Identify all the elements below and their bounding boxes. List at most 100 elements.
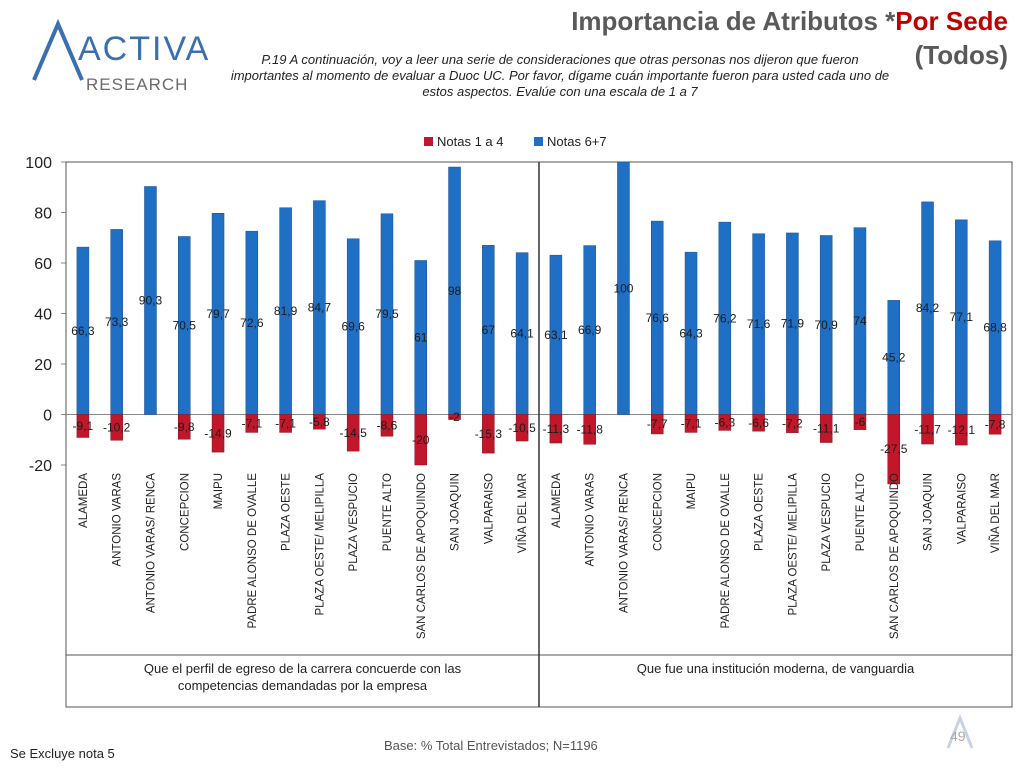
category-label: ANTONIO VARAS/ RENCA	[145, 473, 157, 613]
bar-notas-1-4	[955, 414, 968, 446]
logo-text-bottom: RESEARCH	[86, 75, 188, 94]
page-number: 49	[950, 728, 966, 744]
data-label-notas-6-7: 73,3	[105, 315, 129, 329]
data-label-notas-1-4: -11,8	[576, 422, 603, 436]
data-label-notas-6-7: 84,2	[916, 301, 940, 315]
bar-notas-6-7	[617, 161, 630, 415]
data-label-notas-6-7: 70,9	[814, 318, 838, 332]
bar-notas-1-4	[313, 414, 326, 430]
category-label: VALPARAISO	[956, 473, 968, 544]
data-label-notas-6-7: 68,8	[983, 321, 1007, 335]
bar-notas-1-4	[718, 414, 732, 431]
bar-notas-1-4	[110, 414, 123, 441]
category-label: PUENTE ALTO	[382, 473, 394, 551]
data-label-notas-1-4: -11,3	[543, 422, 570, 436]
data-label-notas-6-7: 76,2	[713, 311, 737, 325]
bar-notas-1-4	[752, 414, 765, 432]
data-label-notas-1-4: -7,8	[985, 417, 1006, 431]
legend-label-pos: Notas 6+7	[547, 134, 607, 149]
data-label-notas-1-4: -5,8	[309, 415, 330, 429]
data-label-notas-6-7: 72,6	[240, 316, 264, 330]
page-subtitle: (Todos)	[914, 40, 1008, 70]
bar-notas-1-4	[819, 414, 833, 443]
bar-notas-1-4	[279, 414, 292, 433]
category-label: ALAMEDA	[78, 473, 90, 528]
data-label-notas-6-7: 69,6	[341, 320, 365, 334]
group-label: competencias demandadas por la empresa	[178, 678, 428, 693]
y-tick-label: 20	[34, 357, 52, 374]
category-label: PLAZA OESTE/ MELIPILLA	[314, 473, 326, 616]
data-label-notas-1-4: -6,6	[748, 416, 769, 430]
data-label-notas-1-4: -7,7	[647, 417, 668, 431]
bar-notas-1-4	[988, 414, 1002, 435]
category-label: ANTONIO VARAS	[112, 473, 124, 567]
bar-notas-1-4	[76, 414, 90, 438]
footer-logo	[946, 714, 974, 749]
data-label-notas-1-4: -7,1	[241, 416, 262, 430]
bar-notas-1-4	[786, 414, 799, 433]
category-label: SAN JOAQUIN	[923, 473, 935, 551]
legend-label-neg: Notas 1 a 4	[437, 134, 504, 149]
category-label: PLAZA OESTE/ MELIPILLA	[787, 473, 799, 616]
category-label: MAIPU	[213, 473, 225, 509]
data-label-notas-1-4: -11,1	[813, 422, 840, 436]
category-label: VIÑA DEL MAR	[516, 473, 529, 553]
category-label: SAN CARLOS DE APOQUINDO	[416, 473, 428, 639]
bar-notas-1-4	[245, 414, 259, 433]
title-accent: Por Sede	[895, 6, 1008, 36]
data-label-notas-6-7: 66,9	[578, 323, 602, 337]
legend-swatch-pos	[534, 137, 543, 146]
category-label: VALPARAISO	[483, 473, 495, 544]
data-label-notas-1-4: -9,8	[174, 420, 195, 434]
bar-notas-1-4	[515, 414, 529, 442]
bar-notas-1-4	[921, 414, 934, 445]
data-label-notas-6-7: 70,5	[173, 318, 197, 332]
category-label: CONCEPCION	[179, 473, 191, 551]
data-label-notas-1-4: -6,3	[714, 415, 735, 429]
category-label: VIÑA DEL MAR	[989, 473, 1002, 553]
data-label-notas-6-7: 79,7	[206, 307, 230, 321]
data-label-notas-6-7: 67	[482, 323, 496, 337]
category-label: MAIPU	[686, 473, 698, 509]
category-label: PLAZA OESTE	[281, 473, 293, 551]
data-label-notas-1-4: -7,1	[275, 416, 296, 430]
group-label: Que el perfil de egreso de la carrera co…	[144, 661, 462, 676]
data-label-notas-1-4: -8,6	[377, 418, 398, 432]
bar-notas-1-4	[211, 414, 225, 453]
footnote-base: Base: % Total Entrevistados; N=1196	[384, 738, 598, 753]
y-tick-label: 100	[25, 155, 52, 172]
group-label: Que fue una institución moderna, de vang…	[637, 661, 915, 676]
data-label-notas-1-4: -14,5	[339, 426, 367, 440]
data-label-notas-1-4: -15,3	[475, 427, 503, 441]
category-label: CONCEPCION	[652, 473, 664, 551]
category-label: SAN JOAQUIN	[450, 473, 462, 551]
bar-notas-1-4	[583, 414, 596, 445]
category-label: PUENTE ALTO	[855, 473, 867, 551]
bar-notas-1-4	[178, 414, 191, 440]
data-label-notas-6-7: 100	[613, 281, 633, 295]
category-label: PLAZA VESPUCIO	[821, 473, 833, 571]
logo-text-top: ACTIVA	[78, 30, 208, 68]
data-label-notas-1-4: -9,1	[73, 419, 94, 433]
category-label: PLAZA VESPUCIO	[348, 473, 360, 571]
data-label-notas-1-4: -7,2	[782, 417, 803, 431]
data-label-notas-1-4: -7,1	[681, 416, 702, 430]
data-label-notas-6-7: 66,3	[71, 324, 95, 338]
bar-notas-1-4	[853, 414, 867, 430]
data-label-notas-6-7: 81,9	[274, 304, 298, 318]
y-tick-label: 40	[34, 307, 52, 324]
data-label-notas-6-7: 74	[853, 314, 867, 328]
data-label-notas-1-4: -20	[412, 433, 430, 447]
data-label-notas-6-7: 84,7	[308, 301, 332, 315]
bar-notas-1-4	[549, 414, 563, 444]
bar-notas-1-4	[482, 414, 495, 454]
data-label-notas-6-7: 90,3	[139, 293, 163, 307]
bar-notas-6-7	[144, 186, 157, 415]
data-label-notas-6-7: 77,1	[950, 310, 974, 324]
activa-research-logo: ACTIVA RESEARCH	[32, 18, 208, 94]
data-label-notas-6-7: 76,6	[646, 311, 670, 325]
bar-notas-1-4	[651, 414, 664, 435]
data-label-notas-1-4: -10,2	[103, 420, 131, 434]
data-label-notas-6-7: 79,5	[375, 307, 399, 321]
bar-notas-1-4	[887, 414, 900, 485]
